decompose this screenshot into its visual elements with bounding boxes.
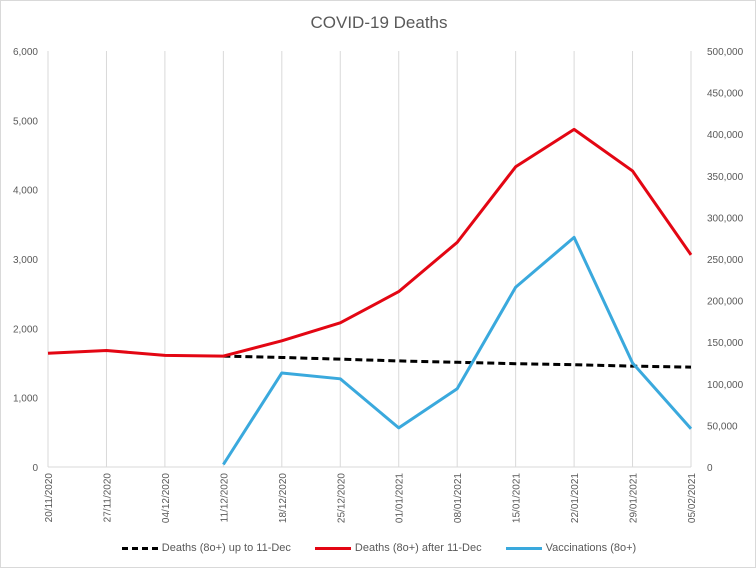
x-tick-label: 04/12/2020 [161,473,172,523]
x-tick-label: 22/01/2021 [570,473,581,523]
x-tick-label: 11/12/2020 [219,473,230,523]
y-right-tick-label: 500,000 [707,47,744,58]
y-left-tick-label: 1,000 [13,394,38,405]
y-right-tick-label: 400,000 [707,130,744,141]
y-left-tick-label: 4,000 [13,186,38,197]
legend-item: Deaths (8o+) after 11-Dec [314,542,482,554]
legend-item: Vaccinations (8o+) [505,542,637,554]
x-tick-label: 27/11/2020 [102,473,113,523]
series-line-0 [223,354,692,369]
y-left-tick-label: 3,000 [13,255,38,266]
legend-label: Deaths (8o+) up to 11-Dec [161,542,291,554]
legend-item: Deaths (8o+) up to 11-Dec [121,542,291,554]
legend-swatch [121,546,158,550]
y-left-tick-label: 6,000 [13,47,38,58]
legend-label: Vaccinations (8o+) [545,542,637,554]
y-right-tick-label: 50,000 [707,421,738,432]
y-right-tick-label: 450,000 [707,89,744,100]
y-left-tick-label: 5,000 [13,116,38,127]
y-right-tick-label: 150,000 [707,338,744,349]
x-tick-label: 08/01/2021 [453,473,464,523]
legend-swatch [505,546,542,550]
x-tick-label: 20/11/2020 [44,473,55,523]
legend-label: Deaths (8o+) after 11-Dec [354,542,482,554]
y-right-tick-label: 100,000 [707,380,744,391]
x-tick-label: 15/01/2021 [512,473,523,523]
y-right-tick-label: 200,000 [707,297,744,308]
x-tick-label: 01/01/2021 [395,473,406,523]
y-right-tick-label: 350,000 [707,172,744,183]
legend: Deaths (8o+) up to 11-Dec Deaths (8o+) af… [1,542,756,554]
y-right-tick-label: 250,000 [707,255,744,266]
legend-swatch [314,546,351,550]
chart-title: COVID-19 Deaths [310,13,448,32]
y-left-tick-label: 2,000 [13,324,38,335]
x-tick-label: 18/12/2020 [278,473,289,523]
y-left-tick-label: 0 [32,463,38,474]
y-right-tick-label: 0 [707,463,713,474]
series-line-1 [47,127,693,358]
x-tick-label: 29/01/2021 [629,473,640,523]
series-line-2 [222,235,693,466]
x-tick-label: 05/02/2021 [687,473,698,523]
y-right-tick-label: 300,000 [707,213,744,224]
x-tick-label: 25/12/2020 [336,473,347,523]
